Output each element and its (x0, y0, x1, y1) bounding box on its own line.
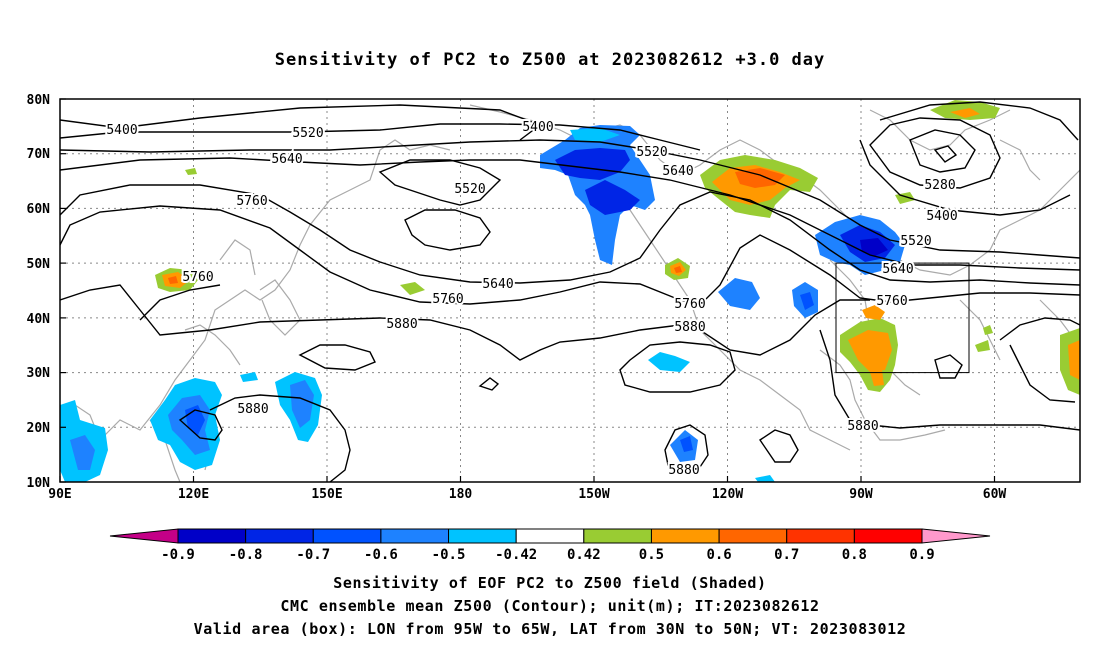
colorbar-segment (718, 528, 788, 544)
colorbar-segment (650, 528, 720, 544)
colorbar-arrow-min (109, 528, 179, 544)
contour-label: 5520 (900, 234, 931, 249)
colorbar-label: 0.5 (639, 547, 664, 563)
colorbar-segment (245, 528, 314, 544)
colorbar-segment (583, 528, 652, 544)
contour-label: 5640 (482, 277, 513, 292)
colorbar-segment (177, 528, 247, 544)
axis-ticks (59, 98, 996, 483)
contour-label: 5400 (522, 120, 553, 135)
lon-label: 90W (849, 487, 873, 502)
lat-label: 70N (27, 147, 51, 162)
caption-line-1: Sensitivity of EOF PC2 to Z500 field (Sh… (333, 574, 767, 592)
colorbar-segment (312, 528, 382, 544)
colorbar-segment (380, 528, 450, 544)
colorbar-segment (786, 528, 855, 544)
lon-label: 90E (48, 487, 71, 502)
contour-label: 5640 (271, 152, 302, 167)
contour-label: 5880 (668, 463, 699, 478)
contour-label: 5760 (876, 294, 907, 309)
lat-label: 80N (27, 93, 51, 108)
contour-label: 5400 (106, 123, 137, 138)
sensitivity-map: 5400 5520 5640 5760 5400 5520 5520 5640 … (27, 93, 1081, 563)
colorbar-label: -0.8 (229, 547, 263, 563)
lat-label: 60N (27, 202, 51, 217)
colorbar-label: -0.9 (161, 547, 195, 563)
contour-label: 5520 (454, 182, 485, 197)
lat-label: 50N (27, 257, 51, 272)
contour-label: 5760 (182, 270, 213, 285)
lat-label: 40N (27, 312, 51, 327)
colorbar-label: -0.6 (364, 547, 398, 563)
figure-title: Sensitivity of PC2 to Z500 at 2023082612… (274, 50, 826, 70)
colorbar-segment (515, 528, 585, 544)
colorbar-label: 0.9 (909, 547, 934, 563)
colorbar-arrow-max (921, 528, 991, 544)
contour-label: 5520 (292, 126, 323, 141)
lon-label: 120W (712, 487, 743, 502)
contour-label: 5520 (636, 145, 667, 160)
colorbar-label: 0.6 (706, 547, 731, 563)
z500-contours (60, 101, 1080, 482)
contour-label: 5880 (237, 402, 268, 417)
valid-area-box (835, 262, 970, 374)
lon-label: 120E (178, 487, 209, 502)
colorbar-label: -0.7 (296, 547, 330, 563)
caption-line-2: CMC ensemble mean Z500 (Contour); unit(m… (280, 597, 820, 615)
contour-label: 5640 (882, 262, 913, 277)
lon-label: 180 (449, 487, 473, 502)
colorbar-label: -0.42 (495, 547, 537, 563)
contour-label: 5760 (674, 297, 705, 312)
contour-label: 5880 (674, 320, 705, 335)
contour-label: 5760 (236, 194, 267, 209)
sensitivity-shading (60, 100, 1080, 482)
contour-label: 5400 (926, 209, 957, 224)
colorbar-label: -0.5 (432, 547, 466, 563)
lon-label: 60W (983, 487, 1007, 502)
contour-label: 5280 (924, 178, 955, 193)
colorbar-label: 0.42 (567, 547, 601, 563)
lat-label: 20N (27, 421, 51, 436)
lat-label: 30N (27, 366, 51, 381)
colorbar-label: 0.8 (842, 547, 867, 563)
colorbar-segment (853, 528, 923, 544)
lat-label: 10N (27, 476, 51, 491)
contour-label: 5640 (662, 164, 693, 179)
caption-line-3: Valid area (box): LON from 95W to 65W, L… (193, 620, 907, 638)
contour-label: 5880 (847, 419, 878, 434)
lon-label: 150E (311, 487, 342, 502)
contour-label: 5760 (432, 292, 463, 307)
colorbar: -0.9 -0.8 -0.7 -0.6 -0.5 -0.42 0.42 0.5 0.6 0.7 0.… (109, 528, 991, 563)
colorbar-segment (448, 528, 517, 544)
contour-label: 5880 (386, 317, 417, 332)
lon-label: 150W (578, 487, 609, 502)
map-frame (59, 98, 1081, 483)
colorbar-label: 0.7 (774, 547, 799, 563)
